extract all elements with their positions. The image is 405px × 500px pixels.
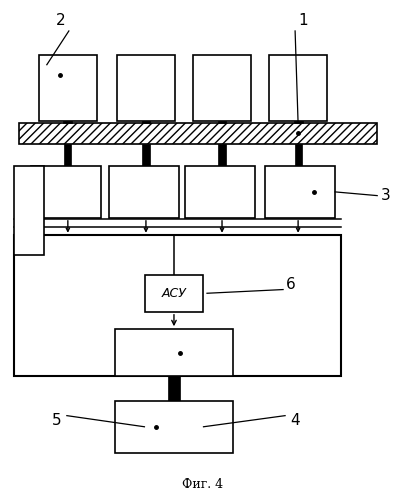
Bar — [217, 122, 226, 123]
Bar — [14, 235, 340, 376]
Bar — [145, 274, 202, 312]
Bar — [64, 144, 71, 166]
Bar — [115, 329, 232, 376]
Text: 6: 6 — [286, 277, 295, 292]
Text: 3: 3 — [379, 188, 389, 203]
Text: 1: 1 — [298, 12, 307, 28]
Bar — [115, 401, 232, 452]
Text: Фиг. 4: Фиг. 4 — [182, 478, 223, 492]
Bar — [168, 376, 179, 401]
Text: 5: 5 — [52, 413, 62, 428]
Bar — [14, 166, 44, 255]
Bar — [293, 122, 302, 123]
Bar — [269, 54, 326, 122]
Bar — [19, 123, 376, 144]
Text: 4: 4 — [290, 413, 299, 428]
Bar — [39, 54, 97, 122]
Bar — [192, 54, 250, 122]
Bar — [218, 144, 225, 166]
Bar — [185, 166, 254, 218]
Bar — [142, 144, 149, 166]
Bar — [31, 166, 100, 218]
Bar — [109, 166, 179, 218]
Bar — [117, 54, 175, 122]
Text: 2: 2 — [56, 12, 66, 28]
Text: АСУ: АСУ — [161, 287, 186, 300]
Bar — [264, 166, 334, 218]
Bar — [63, 122, 72, 123]
Bar — [141, 122, 150, 123]
Bar — [294, 144, 301, 166]
